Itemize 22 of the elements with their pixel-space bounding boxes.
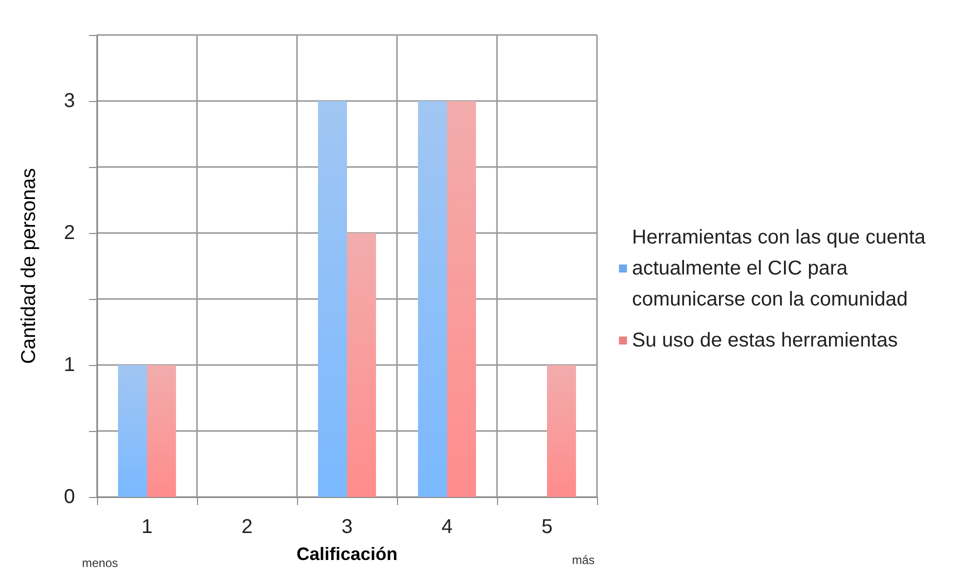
y-tick-label: 0 [64, 486, 75, 508]
x-tick-label: 1 [141, 516, 153, 538]
legend-label: Su uso de estas herramientas [632, 330, 898, 352]
legend-label: Herramientas con las que cuenta actualmente el CIC para comunicarse con la comunidad [632, 226, 932, 310]
x-axis-title: Calificación [296, 544, 398, 564]
text: más [572, 553, 595, 567]
y-tick-label: 1 [64, 354, 75, 376]
y-tick-label: 3 [64, 90, 75, 112]
x-tick-label: 3 [341, 516, 353, 538]
bar [118, 365, 147, 497]
bar [318, 101, 347, 497]
bar [347, 233, 376, 497]
text: menos [82, 556, 118, 570]
bar [418, 101, 447, 497]
x-tick-label: 4 [441, 516, 453, 538]
bar [147, 365, 176, 497]
y-axis-title: Cantidad de personas [18, 168, 40, 364]
bar [447, 101, 476, 497]
y-tick-label: 2 [64, 222, 75, 244]
x-tick-label: 2 [241, 516, 253, 538]
bar [547, 365, 576, 497]
x-tick-label: 5 [541, 516, 553, 538]
